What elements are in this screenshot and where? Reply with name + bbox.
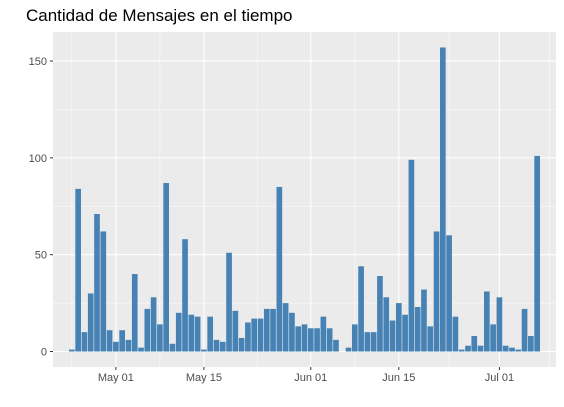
bar bbox=[232, 310, 239, 352]
bar bbox=[307, 328, 314, 352]
bar bbox=[150, 297, 157, 352]
x-tick-label: May 01 bbox=[98, 372, 134, 384]
bar bbox=[395, 303, 402, 352]
y-tick-label: 150 bbox=[29, 56, 47, 68]
bar bbox=[326, 328, 333, 352]
bar bbox=[465, 345, 471, 352]
bar bbox=[188, 314, 195, 352]
chart-title: Cantidad de Mensajes en el tiempo bbox=[26, 6, 293, 25]
bar bbox=[484, 291, 490, 352]
bar bbox=[207, 316, 214, 352]
bar bbox=[446, 235, 452, 352]
bar bbox=[490, 324, 496, 352]
bar bbox=[295, 326, 302, 352]
bar bbox=[194, 316, 201, 352]
y-tick-label: 50 bbox=[35, 250, 47, 262]
bar bbox=[125, 339, 132, 352]
bar bbox=[138, 347, 144, 352]
bar bbox=[370, 332, 377, 352]
bar bbox=[131, 274, 138, 352]
bar bbox=[389, 320, 396, 352]
y-tick-label: 0 bbox=[41, 347, 47, 359]
bar bbox=[201, 349, 207, 352]
bar bbox=[452, 316, 459, 352]
bar bbox=[219, 341, 226, 352]
bar bbox=[182, 239, 188, 352]
bar bbox=[75, 188, 81, 352]
bar bbox=[496, 297, 503, 352]
bar bbox=[433, 231, 440, 352]
bar bbox=[421, 289, 427, 352]
bar bbox=[251, 318, 258, 352]
x-tick-label: May 15 bbox=[186, 372, 222, 384]
bar bbox=[289, 312, 295, 352]
bar bbox=[238, 337, 245, 352]
bar bbox=[175, 312, 182, 352]
bar bbox=[509, 347, 515, 352]
y-axis: 0 50 100 150 bbox=[29, 56, 53, 359]
x-axis: May 01 May 15 Jun 01 Jun 15 Jul 01 bbox=[98, 367, 514, 384]
bar bbox=[528, 336, 534, 352]
bar bbox=[440, 47, 446, 352]
bar bbox=[169, 343, 176, 352]
bar bbox=[351, 324, 358, 352]
x-tick-label: Jun 01 bbox=[294, 372, 327, 384]
y-tick-label: 100 bbox=[29, 153, 47, 165]
bar bbox=[383, 297, 390, 352]
x-tick-label: Jun 15 bbox=[382, 372, 415, 384]
bar bbox=[276, 186, 283, 352]
bar bbox=[301, 324, 308, 352]
bar bbox=[427, 326, 434, 352]
bar bbox=[477, 345, 484, 352]
bar bbox=[458, 349, 465, 352]
bar bbox=[402, 314, 408, 352]
bar bbox=[534, 155, 540, 352]
bar bbox=[87, 293, 94, 352]
bar bbox=[320, 316, 327, 352]
bar bbox=[163, 183, 170, 352]
bar bbox=[282, 303, 289, 352]
bar bbox=[213, 339, 220, 352]
bar bbox=[226, 252, 232, 352]
bar bbox=[270, 308, 276, 352]
bar bbox=[521, 308, 528, 352]
bar bbox=[144, 308, 151, 352]
bar bbox=[81, 332, 88, 352]
bar bbox=[471, 336, 478, 352]
bar bbox=[314, 328, 320, 352]
bar bbox=[157, 324, 163, 352]
bar bbox=[113, 341, 119, 352]
bar bbox=[358, 266, 364, 352]
bar bbox=[263, 308, 270, 352]
bar bbox=[106, 330, 113, 352]
bar bbox=[364, 332, 371, 352]
bar bbox=[69, 349, 75, 352]
bar bbox=[515, 349, 522, 352]
bar bbox=[345, 347, 352, 352]
bar bbox=[100, 231, 107, 352]
bar bbox=[414, 306, 421, 352]
bar bbox=[408, 159, 415, 352]
bar bbox=[119, 330, 125, 352]
bar bbox=[502, 345, 509, 352]
bar bbox=[94, 214, 100, 352]
bar bbox=[245, 322, 251, 352]
bar bbox=[257, 318, 264, 352]
bars bbox=[69, 47, 540, 352]
plot-panel bbox=[53, 32, 556, 367]
bar bbox=[333, 339, 339, 352]
bar bbox=[377, 275, 383, 352]
x-tick-label: Jul 01 bbox=[485, 372, 514, 384]
